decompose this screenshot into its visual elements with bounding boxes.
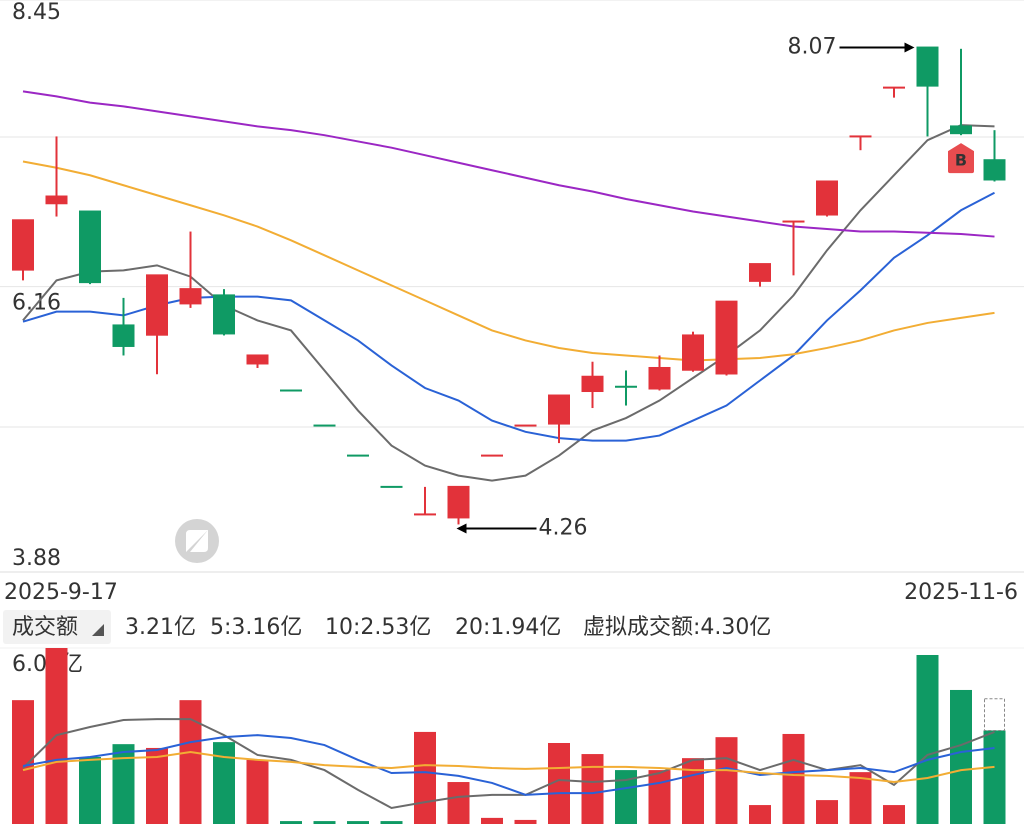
volume-bar bbox=[648, 770, 671, 824]
candle-body bbox=[581, 375, 604, 393]
volume-bar bbox=[380, 821, 403, 824]
volume-ma-line bbox=[22, 751, 995, 784]
y-tick-label: 3.88 bbox=[12, 546, 61, 571]
candle-body bbox=[146, 274, 168, 336]
candle-body bbox=[112, 324, 135, 347]
candle-body bbox=[380, 485, 403, 488]
volume-bar bbox=[883, 805, 905, 824]
selector-arrow[interactable] bbox=[92, 624, 104, 636]
y-tick-label: 8.45 bbox=[12, 0, 61, 25]
volume-legend: 10:2.53亿 bbox=[325, 615, 431, 640]
volume-bar bbox=[79, 756, 101, 824]
candle-body bbox=[615, 385, 637, 388]
volume-legend: 5:3.16亿 bbox=[210, 615, 302, 640]
max-arrow-head bbox=[904, 42, 915, 53]
volume-bar bbox=[313, 821, 336, 824]
volume-bar bbox=[615, 770, 637, 824]
candle-body bbox=[883, 86, 905, 89]
candle-body bbox=[648, 366, 671, 390]
volume-bar bbox=[146, 747, 168, 824]
virtual-volume bbox=[984, 698, 1005, 731]
volume-bar bbox=[514, 819, 537, 824]
volume-bar bbox=[347, 821, 369, 824]
volume-bar bbox=[548, 742, 570, 824]
candle-body bbox=[950, 125, 972, 135]
candle-body bbox=[447, 485, 470, 519]
volume-bar bbox=[12, 700, 34, 824]
candle-body bbox=[246, 354, 269, 365]
buy-marker-label: B bbox=[955, 151, 967, 170]
min-arrow-head bbox=[456, 523, 467, 534]
volume-bar bbox=[414, 731, 436, 824]
volume-ma-line bbox=[22, 718, 995, 810]
volume-legend: 3.21亿 bbox=[125, 615, 196, 640]
volume-legend: 20:1.94亿 bbox=[455, 615, 561, 640]
x-end-label: 2025-11-6 bbox=[904, 580, 1018, 605]
ma-line bbox=[22, 124, 995, 482]
candle-body bbox=[715, 300, 738, 375]
buy-marker bbox=[948, 143, 974, 174]
candle-body bbox=[414, 513, 436, 516]
volume-bar bbox=[682, 758, 704, 824]
candle-body bbox=[280, 389, 302, 392]
volume-bar bbox=[983, 730, 1006, 824]
volume-bar bbox=[447, 782, 470, 824]
max-label: 8.07 bbox=[788, 35, 837, 60]
volume-bar bbox=[179, 700, 202, 824]
volume-bar bbox=[916, 654, 939, 824]
candle-body bbox=[916, 46, 939, 87]
volume-bar bbox=[280, 821, 302, 824]
candle-body bbox=[313, 424, 336, 427]
candle-body bbox=[45, 195, 68, 205]
candle-body bbox=[514, 424, 537, 427]
volume-bar bbox=[112, 744, 135, 824]
volume-bar bbox=[816, 800, 838, 824]
ma-line bbox=[22, 90, 995, 238]
volume-ma-line bbox=[22, 734, 995, 796]
x-start-label: 2025-9-17 bbox=[4, 580, 118, 605]
candle-body bbox=[481, 454, 503, 457]
candle-body bbox=[682, 334, 704, 371]
volume-bar bbox=[782, 733, 805, 824]
candle-body bbox=[983, 159, 1006, 181]
volume-bar bbox=[749, 805, 771, 824]
volume-bar bbox=[581, 754, 604, 824]
watermark-shape bbox=[186, 530, 208, 552]
candle-body bbox=[816, 180, 838, 216]
volume-legend: 虚拟成交额:4.30亿 bbox=[583, 615, 771, 640]
volume-bar bbox=[213, 742, 235, 824]
candle-body bbox=[213, 294, 235, 335]
candle-body bbox=[849, 135, 872, 138]
candle-body bbox=[749, 263, 771, 282]
volume-bar bbox=[849, 772, 872, 824]
volume-selector[interactable] bbox=[3, 610, 111, 644]
candle-body bbox=[347, 454, 369, 457]
volume-bar bbox=[246, 759, 269, 824]
volume-bar bbox=[950, 689, 972, 824]
candle-body bbox=[79, 210, 101, 284]
candle-body bbox=[179, 288, 202, 305]
ma-line bbox=[22, 160, 995, 362]
candle-body bbox=[12, 219, 34, 271]
candle-body bbox=[548, 394, 570, 425]
min-label: 4.26 bbox=[539, 515, 588, 540]
candle-body bbox=[782, 220, 805, 223]
volume-bar bbox=[481, 817, 503, 824]
volume-bar bbox=[715, 737, 738, 824]
volume-title[interactable]: 成交额 bbox=[12, 615, 78, 640]
